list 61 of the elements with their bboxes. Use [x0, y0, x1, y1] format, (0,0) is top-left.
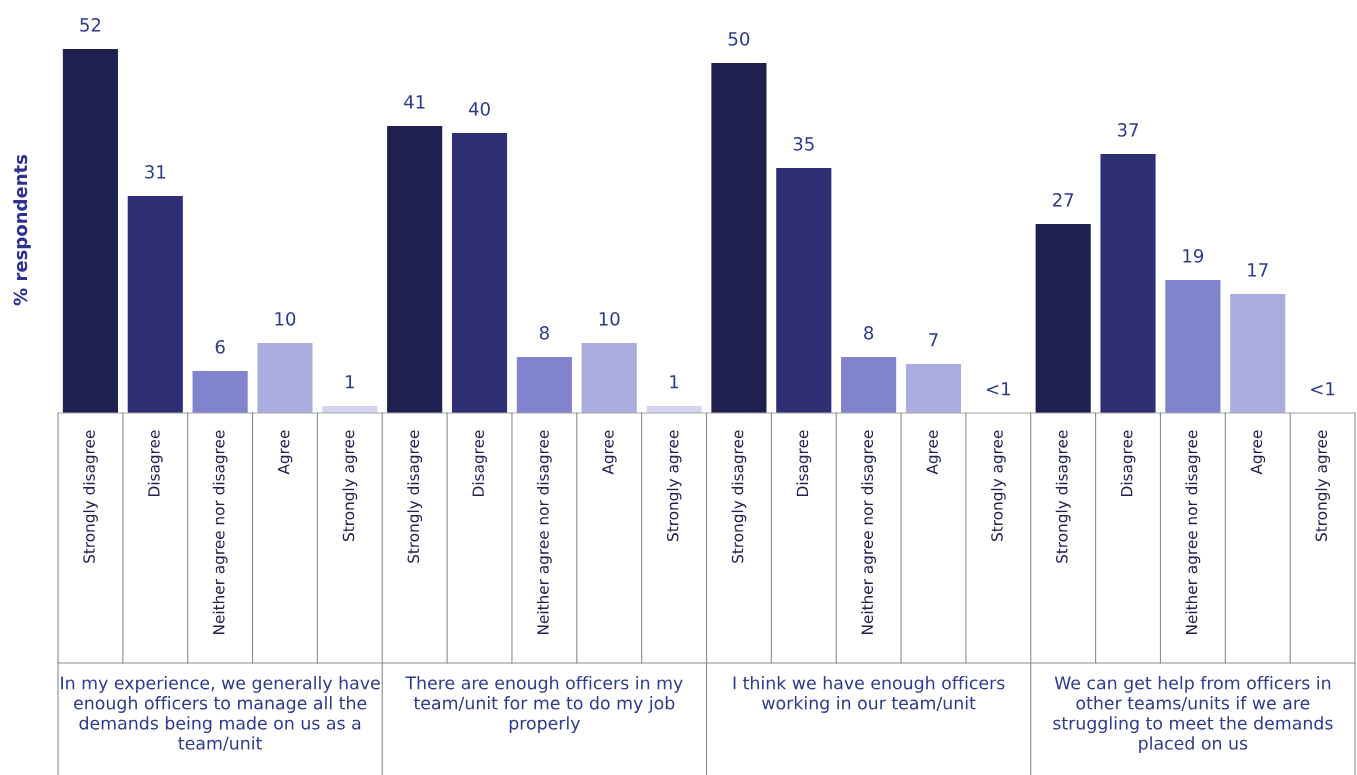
text: We can get help from officers in other teams/units if we are struggling to meet the demands placed on us — [1053, 676, 1333, 754]
x-tick-label: Strongly disagree — [83, 430, 98, 563]
x-tick-label: Neither agree nor disagree — [1185, 430, 1201, 634]
data-label: 8 — [539, 325, 549, 340]
data-label: <1 — [986, 382, 1010, 396]
y-axis-title: % respondents — [13, 154, 31, 306]
text: I think we have enough officers working in our team/unit — [733, 676, 1005, 713]
data-label: 37 — [1117, 123, 1138, 137]
bar — [1100, 154, 1156, 413]
bar — [581, 343, 637, 413]
data-label: 41 — [404, 95, 425, 109]
data-label: 10 — [599, 311, 620, 326]
x-tick-label: Agree — [1250, 430, 1266, 475]
data-label: 19 — [1183, 249, 1204, 263]
bar — [841, 357, 897, 413]
bar — [776, 168, 832, 413]
x-tick-label: Disagree — [796, 430, 812, 496]
bar — [387, 126, 443, 413]
data-label: 31 — [145, 165, 166, 179]
x-tick-label: Strongly agree — [1315, 430, 1330, 541]
x-tick-label: Disagree — [472, 430, 487, 496]
bar — [451, 133, 508, 413]
data-label: 8 — [864, 325, 874, 340]
bar — [1230, 294, 1286, 413]
bar — [127, 196, 183, 413]
bar — [711, 63, 767, 413]
data-label: 6 — [215, 339, 225, 354]
bar — [62, 49, 118, 413]
x-tick-label: Agree — [602, 430, 617, 475]
x-tick-label: Strongly disagree — [731, 430, 747, 563]
bar — [905, 364, 962, 413]
data-label: <1 — [1311, 382, 1335, 396]
data-label: 10 — [275, 311, 296, 326]
x-tick-label: Disagree — [1120, 430, 1136, 496]
data-label: 40 — [468, 102, 490, 116]
x-tick-label: Strongly disagree — [1055, 430, 1071, 563]
data-label: 17 — [1248, 263, 1268, 277]
text: In my experience, we generally have enough officers to manage all the demands being made on us as a team/unit — [61, 676, 380, 752]
x-tick-label: Strongly agree — [990, 430, 1006, 541]
x-tick-label: Neither agree nor disagree — [536, 430, 552, 634]
bar — [1165, 280, 1221, 413]
x-tick-label: Disagree — [147, 430, 163, 496]
x-tick-label: Strongly disagree — [407, 430, 423, 563]
bar — [1035, 224, 1091, 413]
bar — [257, 343, 313, 413]
data-label: 35 — [793, 137, 814, 151]
data-label: 27 — [1053, 193, 1074, 207]
bar — [192, 371, 248, 413]
x-tick-label: Strongly agree — [666, 430, 682, 541]
bar — [516, 357, 572, 413]
x-tick-label: Agree — [926, 430, 941, 475]
x-tick-label: Neither agree nor disagree — [861, 430, 877, 634]
data-label: 1 — [670, 375, 679, 389]
data-label: 50 — [728, 32, 750, 46]
x-tick-label: Neither agree nor disagree — [212, 430, 228, 634]
x-tick-label: Agree — [278, 430, 293, 475]
data-label: 7 — [929, 333, 938, 347]
x-tick-label: Strongly agree — [342, 430, 358, 541]
data-label: 1 — [346, 375, 354, 389]
text: There are enough officers in my team/unit for me to do my job properly — [405, 676, 683, 733]
data-label: 52 — [80, 18, 101, 32]
